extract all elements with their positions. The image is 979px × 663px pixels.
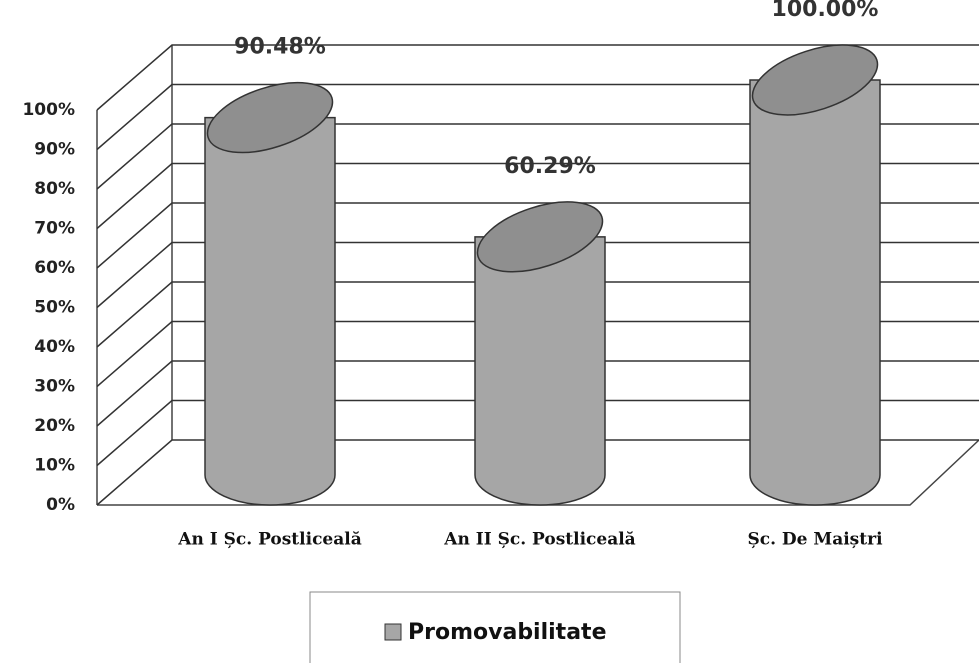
cylinder-top: [751, 44, 879, 116]
cylinder-body: [749, 79, 881, 506]
grid-line: [96, 241, 979, 309]
y-tick-label: 10%: [34, 456, 75, 476]
y-tick-label: 50%: [34, 298, 75, 318]
legend-box: [309, 591, 681, 663]
grid-line: [96, 123, 979, 190]
value-label: 90.48%: [234, 35, 326, 60]
y-tick-label: 100%: [22, 100, 75, 120]
x-tick-label: An II Șc. Postliceală: [443, 530, 635, 550]
value-label: 60.29%: [504, 154, 596, 179]
y-tick-label: 70%: [34, 219, 75, 239]
grid-line: [96, 360, 979, 427]
y-tick-label: 40%: [34, 337, 75, 357]
y-tick-label: 80%: [34, 179, 75, 199]
y-tick-label: 30%: [34, 377, 75, 397]
grid-line: [96, 202, 979, 269]
y-tick-label: 60%: [34, 258, 75, 278]
y-tick-label: 90%: [34, 140, 75, 160]
cylinder-body: [204, 116, 336, 506]
grid-line: [96, 320, 979, 388]
grid-line: [96, 439, 979, 506]
legend-label: Promovabilitate: [408, 620, 606, 645]
x-tick-label: An I Șc. Postliceală: [177, 530, 361, 550]
x-tick-label: Șc. De Maiștri: [747, 530, 883, 550]
grid-line: [96, 83, 979, 151]
legend-swatch: [384, 623, 402, 641]
y-tick-label: 20%: [34, 416, 75, 436]
value-label: 100.00%: [772, 0, 879, 22]
cylinder-top: [476, 201, 604, 273]
grid-line: [96, 399, 979, 467]
cylinder-body: [474, 236, 606, 506]
grid-line: [96, 44, 979, 111]
cylinder-top: [206, 81, 334, 154]
grid-line: [96, 281, 979, 348]
grid-line: [96, 162, 979, 230]
y-tick-label: 0%: [46, 495, 75, 515]
floor-edge: [97, 439, 979, 506]
